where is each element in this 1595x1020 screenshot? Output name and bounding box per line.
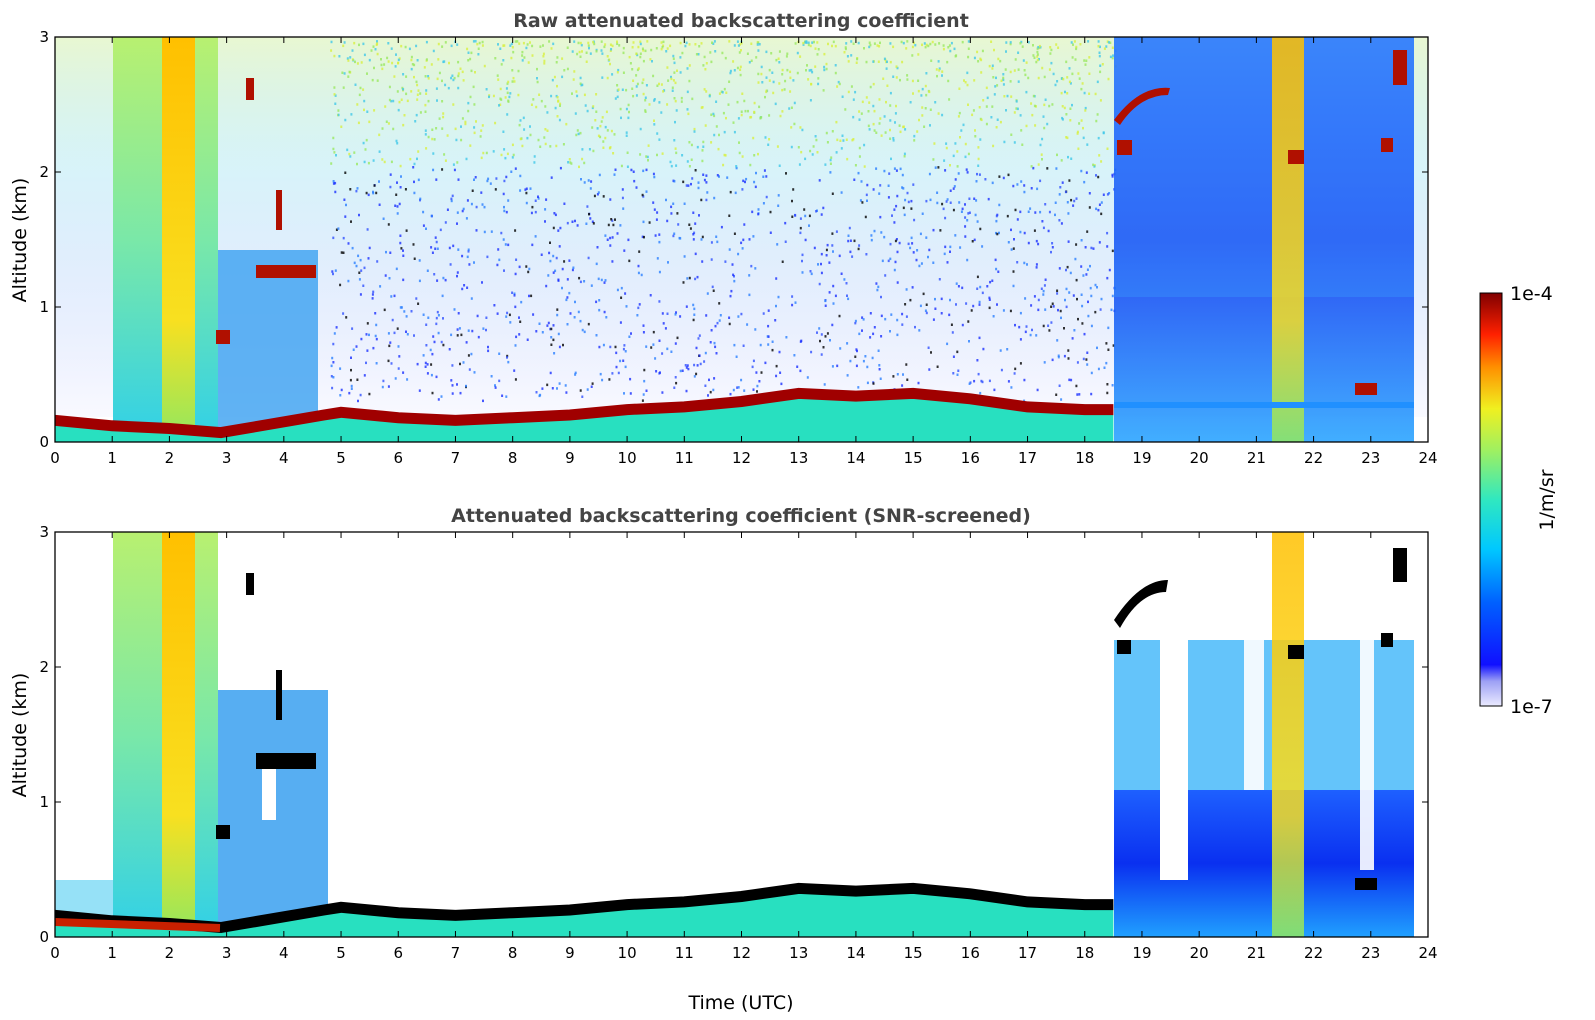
x-tick-label: 15 — [904, 449, 923, 467]
x-tick-label: 3 — [222, 944, 232, 962]
x-tick-label: 4 — [279, 944, 289, 962]
x-tick-label: 21 — [1247, 944, 1266, 962]
x-tick-label: 14 — [846, 449, 865, 467]
x-tick-label: 1 — [107, 449, 117, 467]
x-tick-label: 9 — [565, 449, 575, 467]
x-tick-label: 10 — [618, 944, 637, 962]
panel-screened-x-ticks: 0 1 2 3 4 5 6 7 8 9 10 11 12 13 14 15 16 17 18 19 20 21 22 23 24 — [50, 532, 1438, 962]
x-tick-label: 15 — [904, 944, 923, 962]
boundary-layer-top — [55, 387, 1114, 439]
x-tick-label: 17 — [1018, 944, 1037, 962]
noise-speckles — [330, 40, 1117, 403]
x-tick-label: 6 — [393, 944, 403, 962]
colorbar-gradient — [1479, 292, 1503, 707]
elevated-cloud-layers — [216, 50, 1407, 395]
x-tick-label: 16 — [961, 449, 980, 467]
panel-screened-ylabel: Altitude (km) — [9, 673, 31, 798]
x-tick-label: 23 — [1361, 449, 1380, 467]
x-tick-label: 2 — [165, 944, 175, 962]
x-tick-label: 3 — [222, 449, 232, 467]
x-tick-label: 5 — [336, 449, 346, 467]
y-tick-label: 0 — [39, 433, 49, 451]
x-tick-label: 11 — [675, 449, 694, 467]
x-tick-label: 24 — [1418, 449, 1437, 467]
x-tick-label: 24 — [1418, 944, 1437, 962]
panel-screened-plot-area — [55, 532, 1428, 937]
x-tick-label: 22 — [1304, 944, 1323, 962]
panel-raw-title: Raw attenuated backscattering coefficien… — [513, 10, 969, 32]
cloud-column-right — [1272, 37, 1304, 442]
x-tick-label: 0 — [50, 944, 60, 962]
x-tick-label: 5 — [336, 944, 346, 962]
x-tick-label: 13 — [789, 944, 808, 962]
x-tick-label: 22 — [1304, 449, 1323, 467]
panel-raw-ylabel: Altitude (km) — [9, 178, 31, 303]
boundary-layer-top — [55, 882, 1114, 934]
x-tick-label: 20 — [1190, 944, 1209, 962]
x-tick-label: 4 — [279, 449, 289, 467]
x-tick-label: 19 — [1132, 449, 1151, 467]
x-tick-label: 0 — [50, 449, 60, 467]
cloud-column-right — [1272, 532, 1304, 937]
x-tick-label: 6 — [393, 449, 403, 467]
x-tick-label: 16 — [961, 944, 980, 962]
y-tick-label: 3 — [39, 28, 49, 46]
x-tick-label: 12 — [732, 944, 751, 962]
noisy-evening-block — [1114, 37, 1414, 442]
panel-raw: Raw attenuated backscattering coefficien… — [9, 10, 1438, 467]
x-tick-label: 21 — [1247, 449, 1266, 467]
x-tick-label: 10 — [618, 449, 637, 467]
colorbar-unit-label: 1/m/sr — [1536, 469, 1558, 530]
cloud-core-left — [162, 37, 195, 442]
x-tick-label: 18 — [1075, 449, 1094, 467]
x-tick-label: 13 — [789, 449, 808, 467]
panel-screened-title: Attenuated backscattering coefficient (S… — [451, 505, 1031, 527]
panel-screened-y-ticks: 0 1 2 3 — [39, 523, 1428, 946]
x-tick-label: 12 — [732, 449, 751, 467]
x-tick-label: 9 — [565, 944, 575, 962]
x-tick-label: 17 — [1018, 449, 1037, 467]
x-tick-label: 14 — [846, 944, 865, 962]
colorbar: 1e-4 1e-7 1/m/sr — [1479, 283, 1558, 718]
x-tick-label: 8 — [508, 449, 518, 467]
panel-screened-xlabel: Time (UTC) — [687, 992, 793, 1014]
y-tick-label: 0 — [39, 928, 49, 946]
y-tick-label: 1 — [39, 793, 49, 811]
x-tick-label: 8 — [508, 944, 518, 962]
x-tick-label: 2 — [165, 449, 175, 467]
colorbar-max-label: 1e-4 — [1510, 283, 1553, 305]
elevated-cloud-layers — [216, 548, 1407, 890]
x-tick-label: 23 — [1361, 944, 1380, 962]
y-tick-label: 2 — [39, 658, 49, 676]
y-tick-label: 1 — [39, 298, 49, 316]
colorbar-min-label: 1e-7 — [1510, 696, 1553, 718]
x-tick-label: 11 — [675, 944, 694, 962]
panel-raw-x-ticks: 0 1 2 3 4 5 6 7 8 9 10 11 12 13 14 15 16 17 18 19 20 21 22 23 24 — [50, 37, 1438, 467]
x-tick-label: 18 — [1075, 944, 1094, 962]
panel-raw-plot-area — [55, 37, 1428, 442]
panel-raw-y-ticks: 0 1 2 3 — [39, 28, 1428, 451]
x-tick-label: 1 — [107, 944, 117, 962]
panel-screened: Attenuated backscattering coefficient (S… — [9, 505, 1438, 1014]
x-tick-label: 20 — [1190, 449, 1209, 467]
y-tick-label: 2 — [39, 163, 49, 181]
y-tick-label: 3 — [39, 523, 49, 541]
cloud-core-left — [162, 532, 195, 937]
x-tick-label: 19 — [1132, 944, 1151, 962]
x-tick-label: 7 — [451, 449, 461, 467]
x-tick-label: 7 — [451, 944, 461, 962]
